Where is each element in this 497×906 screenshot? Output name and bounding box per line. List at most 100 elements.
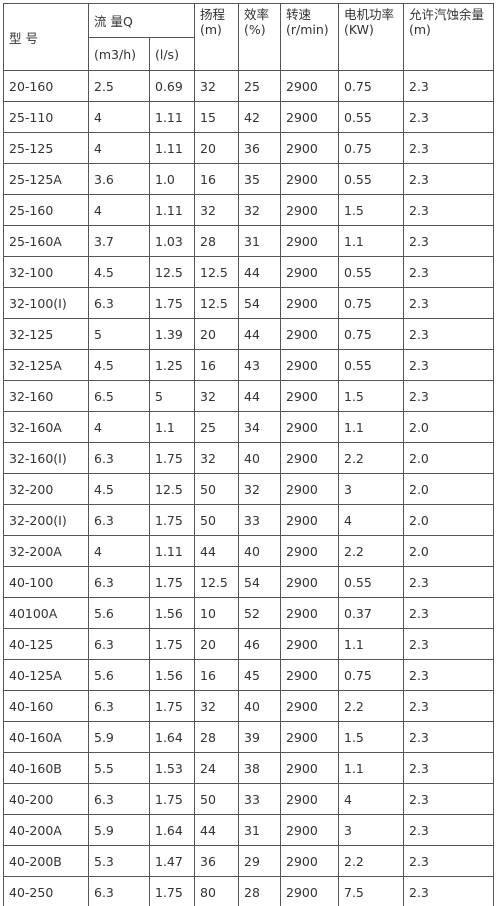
- header-cell: 电机功率 (KW): [338, 3, 404, 71]
- table-cell: 1.1: [338, 628, 404, 660]
- table-cell: 2900: [280, 535, 339, 567]
- table-cell: 5.5: [88, 752, 150, 784]
- table-cell: 1.0: [149, 163, 195, 195]
- table-cell: 1.47: [149, 845, 195, 877]
- table-cell: 40-200A: [3, 814, 89, 846]
- table-row: 32-200 4.5 12.5 50 32 2900 3 2.0: [3, 473, 494, 505]
- table-cell: 1.39: [149, 318, 195, 350]
- table-row: 25-160 4 1.11 32 32 2900 1.5 2.3: [3, 194, 494, 226]
- table-cell: 0.75: [338, 659, 404, 691]
- table-cell: 2900: [280, 473, 339, 505]
- table-cell: 6.3: [88, 504, 150, 536]
- table-cell: 2900: [280, 194, 339, 226]
- table-cell: 40-125: [3, 628, 89, 660]
- table-cell: 54: [238, 287, 281, 319]
- table-cell: 2900: [280, 721, 339, 753]
- table-cell: 5: [88, 318, 150, 350]
- header-line: 允许汽蚀余量: [409, 7, 485, 22]
- table-row: 20-160 2.5 0.69 32 25 2900 0.75 2.3: [3, 70, 494, 102]
- table-cell: 16: [194, 163, 239, 195]
- table-cell: 2.3: [403, 845, 494, 877]
- table-cell: 40-200B: [3, 845, 89, 877]
- table-cell: 1.11: [149, 101, 195, 133]
- table-cell: 1.11: [149, 535, 195, 567]
- table-cell: 33: [238, 504, 281, 536]
- table-cell: 4: [338, 504, 404, 536]
- table-cell: 2.0: [403, 504, 494, 536]
- table-cell: 28: [194, 721, 239, 753]
- table-cell: 1.11: [149, 132, 195, 164]
- table-cell: 50: [194, 473, 239, 505]
- table-row: 32-125 5 1.39 20 44 2900 0.75 2.3: [3, 318, 494, 350]
- table-cell: 2900: [280, 876, 339, 906]
- table-cell: 2.3: [403, 318, 494, 350]
- table-cell: 2900: [280, 256, 339, 288]
- table-cell: 31: [238, 814, 281, 846]
- table-row: 25-125A 3.6 1.0 16 35 2900 0.55 2.3: [3, 163, 494, 195]
- table-cell: 16: [194, 659, 239, 691]
- table-cell: 45: [238, 659, 281, 691]
- table-cell: 32-100(I): [3, 287, 89, 319]
- table-cell: 32-200A: [3, 535, 89, 567]
- table-cell: 1.5: [338, 380, 404, 412]
- table-cell: 0.75: [338, 287, 404, 319]
- table-cell: 3.6: [88, 163, 150, 195]
- table-cell: 1.75: [149, 783, 195, 815]
- table-cell: 2.3: [403, 597, 494, 629]
- table-cell: 6.3: [88, 783, 150, 815]
- table-cell: 20: [194, 318, 239, 350]
- table-cell: 39: [238, 721, 281, 753]
- table-row: 40-250 6.3 1.75 80 28 2900 7.5 2.3: [3, 876, 494, 906]
- table-cell: 38: [238, 752, 281, 784]
- table-row: 40-200B 5.3 1.47 36 29 2900 2.2 2.3: [3, 845, 494, 877]
- table-cell: 2900: [280, 163, 339, 195]
- table-cell: 32: [238, 194, 281, 226]
- table-cell: 54: [238, 566, 281, 598]
- header-cell: 效率 (%): [238, 3, 281, 71]
- header-cell: (m3/h): [88, 37, 150, 71]
- table-cell: 2.3: [403, 783, 494, 815]
- table-cell: 6.3: [88, 287, 150, 319]
- table-cell: 2.3: [403, 628, 494, 660]
- table-cell: 2.3: [403, 349, 494, 381]
- header-cell: 转速 (r/min): [280, 3, 339, 71]
- table-cell: 28: [194, 225, 239, 257]
- table-cell: 12.5: [149, 473, 195, 505]
- table-cell: 2900: [280, 597, 339, 629]
- table-cell: 4: [88, 411, 150, 443]
- table-cell: 6.3: [88, 628, 150, 660]
- table-cell: 2900: [280, 318, 339, 350]
- header-line: (m): [409, 22, 431, 37]
- table-cell: 40-160A: [3, 721, 89, 753]
- table-cell: 4: [88, 132, 150, 164]
- table-cell: 29: [238, 845, 281, 877]
- table-cell: 2900: [280, 814, 339, 846]
- table-cell: 2900: [280, 628, 339, 660]
- table-cell: 4: [88, 194, 150, 226]
- table-cell: 25-110: [3, 101, 89, 133]
- table-row: 40-200A 5.9 1.64 44 31 2900 3 2.3: [3, 814, 494, 846]
- header-line: (KW): [344, 22, 374, 37]
- table-row: 32-160A 4 1.1 25 34 2900 1.1 2.0: [3, 411, 494, 443]
- table-cell: 12.5: [149, 256, 195, 288]
- table-cell: 6.3: [88, 876, 150, 906]
- table-cell: 5.9: [88, 814, 150, 846]
- table-cell: 1.03: [149, 225, 195, 257]
- table-cell: 1.75: [149, 442, 195, 474]
- header-cell: 允许汽蚀余量 (m): [403, 3, 494, 71]
- table-cell: 2900: [280, 411, 339, 443]
- table-cell: 34: [238, 411, 281, 443]
- table-cell: 52: [238, 597, 281, 629]
- table-cell: 40-100: [3, 566, 89, 598]
- table-cell: 50: [194, 783, 239, 815]
- table-cell: 2.3: [403, 194, 494, 226]
- table-cell: 0.55: [338, 566, 404, 598]
- table-cell: 1.25: [149, 349, 195, 381]
- header-line: 转速: [286, 7, 312, 22]
- table-cell: 40: [238, 442, 281, 474]
- table-cell: 6.3: [88, 442, 150, 474]
- table-cell: 1.64: [149, 721, 195, 753]
- table-row: 40-125A 5.6 1.56 16 45 2900 0.75 2.3: [3, 659, 494, 691]
- table-cell: 2.0: [403, 473, 494, 505]
- table-row: 40-100 6.3 1.75 12.5 54 2900 0.55 2.3: [3, 566, 494, 598]
